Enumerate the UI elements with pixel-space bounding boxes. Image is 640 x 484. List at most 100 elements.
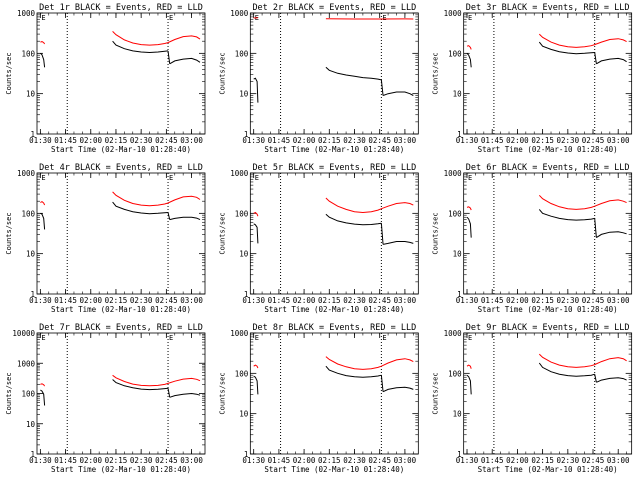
- x-tick-label: 01:30: [456, 296, 479, 305]
- event-marker: E: [169, 334, 173, 342]
- y-axis-label: Counts/sec: [218, 212, 226, 254]
- x-axis-label: Start Time (02-Mar-10 01:28:40): [264, 145, 404, 154]
- y-tick-label: 1000: [444, 9, 463, 18]
- events-series-segment: [40, 53, 44, 67]
- x-axis-label: Start Time (02-Mar-10 01:28:40): [478, 305, 618, 314]
- events-series-segment: [596, 58, 626, 63]
- lld-series-segment: [40, 42, 44, 44]
- events-series-segment: [326, 67, 382, 80]
- event-marker: E: [41, 174, 45, 182]
- events-series-segment: [383, 387, 413, 391]
- x-tick-label: 01:30: [29, 296, 52, 305]
- chart-panel-2: Det 2r BLACK = Events, RED = LLD11010010…: [218, 3, 418, 154]
- x-tick-label: 03:00: [180, 136, 203, 145]
- x-tick-label: 02:30: [343, 456, 366, 465]
- event-marker: E: [596, 174, 600, 182]
- y-tick-label: 10: [26, 90, 36, 99]
- x-tick-label: 01:45: [268, 456, 291, 465]
- chart-title: Det 1r BLACK = Events, RED = LLD: [39, 3, 203, 13]
- event-marker: E: [382, 174, 386, 182]
- y-tick-label: 10: [26, 420, 36, 429]
- x-tick-label: 02:00: [293, 456, 316, 465]
- lld-series-segment: [254, 213, 258, 217]
- y-tick-label: 100: [21, 49, 35, 58]
- chart-title: Det 9r BLACK = Events, RED = LLD: [466, 323, 630, 333]
- event-marker: E: [382, 14, 386, 22]
- events-series-segment: [40, 213, 44, 229]
- y-axis-label: Counts/sec: [218, 372, 226, 414]
- x-tick-label: 02:30: [130, 296, 153, 305]
- x-tick-label: 02:00: [293, 136, 316, 145]
- event-marker: E: [41, 334, 45, 342]
- x-tick-label: 02:45: [368, 456, 391, 465]
- x-tick-label: 02:30: [343, 136, 366, 145]
- lld-series-segment: [467, 207, 471, 210]
- event-marker: E: [468, 334, 472, 342]
- lld-series-segment: [467, 46, 471, 50]
- y-tick-label: 1000: [444, 169, 463, 178]
- x-tick-label: 02:30: [557, 456, 580, 465]
- x-tick-label: 02:45: [368, 136, 391, 145]
- x-tick-label: 02:00: [79, 456, 102, 465]
- x-axis-label: Start Time (02-Mar-10 01:28:40): [264, 465, 404, 474]
- x-axis-label: Start Time (02-Mar-10 01:28:40): [51, 145, 191, 154]
- lld-series-segment: [254, 365, 258, 368]
- x-tick-label: 01:30: [242, 136, 265, 145]
- y-axis-label: Counts/sec: [432, 372, 440, 414]
- x-tick-label: 01:30: [242, 296, 265, 305]
- chart-title: Det 7r BLACK = Events, RED = LLD: [39, 323, 203, 333]
- lld-series-segment: [113, 31, 200, 45]
- events-series-segment: [254, 376, 258, 394]
- plot-frame: [250, 173, 418, 294]
- x-tick-label: 02:00: [506, 456, 529, 465]
- y-axis-label: Counts/sec: [218, 52, 226, 94]
- lld-series-segment: [40, 384, 44, 386]
- x-tick-label: 02:45: [155, 456, 178, 465]
- y-tick-label: 10: [453, 250, 463, 259]
- x-tick-label: 02:15: [105, 456, 128, 465]
- events-series-segment: [170, 58, 200, 63]
- x-tick-label: 02:15: [105, 136, 128, 145]
- x-tick-label: 03:00: [394, 136, 417, 145]
- x-tick-label: 03:00: [394, 456, 417, 465]
- event-marker: E: [382, 334, 386, 342]
- x-tick-label: 02:45: [582, 136, 605, 145]
- y-tick-label: 1000: [230, 329, 249, 338]
- events-series-segment: [383, 92, 413, 96]
- chart-panel-5: Det 5r BLACK = Events, RED = LLD11010010…: [218, 163, 418, 314]
- y-tick-label: 1000: [230, 169, 249, 178]
- y-tick-label: 10000: [12, 329, 35, 338]
- lld-series-segment: [326, 357, 413, 370]
- events-series-segment: [170, 394, 200, 398]
- lld-series-segment: [113, 375, 200, 386]
- event-marker: E: [169, 14, 173, 22]
- x-tick-label: 02:15: [531, 136, 554, 145]
- x-tick-label: 02:00: [293, 296, 316, 305]
- y-tick-label: 100: [448, 49, 462, 58]
- x-axis-label: Start Time (02-Mar-10 01:28:40): [51, 305, 191, 314]
- x-tick-label: 03:00: [607, 296, 630, 305]
- series-step: [381, 375, 383, 392]
- x-axis-label: Start Time (02-Mar-10 01:28:40): [51, 465, 191, 474]
- y-tick-label: 100: [448, 369, 462, 378]
- events-series-segment: [467, 375, 471, 394]
- x-tick-label: 03:00: [607, 136, 630, 145]
- y-axis-label: Counts/sec: [5, 212, 13, 254]
- x-tick-label: 02:00: [79, 296, 102, 305]
- chart-title: Det 5r BLACK = Events, RED = LLD: [252, 163, 416, 173]
- chart-panel-3: Det 3r BLACK = Events, RED = LLD11010010…: [432, 3, 632, 154]
- events-series-segment: [113, 380, 168, 390]
- chart-title: Det 6r BLACK = Events, RED = LLD: [466, 163, 630, 173]
- x-tick-label: 02:45: [368, 296, 391, 305]
- event-marker: E: [41, 14, 45, 22]
- y-tick-label: 10: [453, 410, 463, 419]
- series-step: [381, 80, 383, 96]
- y-axis-label: Counts/sec: [5, 52, 13, 94]
- x-tick-label: 01:30: [456, 456, 479, 465]
- chart-panel-6: Det 6r BLACK = Events, RED = LLD11010010…: [432, 163, 632, 314]
- event-marker: E: [468, 14, 472, 22]
- events-series-segment: [539, 363, 594, 376]
- lld-series-segment: [326, 198, 413, 213]
- y-tick-label: 100: [235, 209, 249, 218]
